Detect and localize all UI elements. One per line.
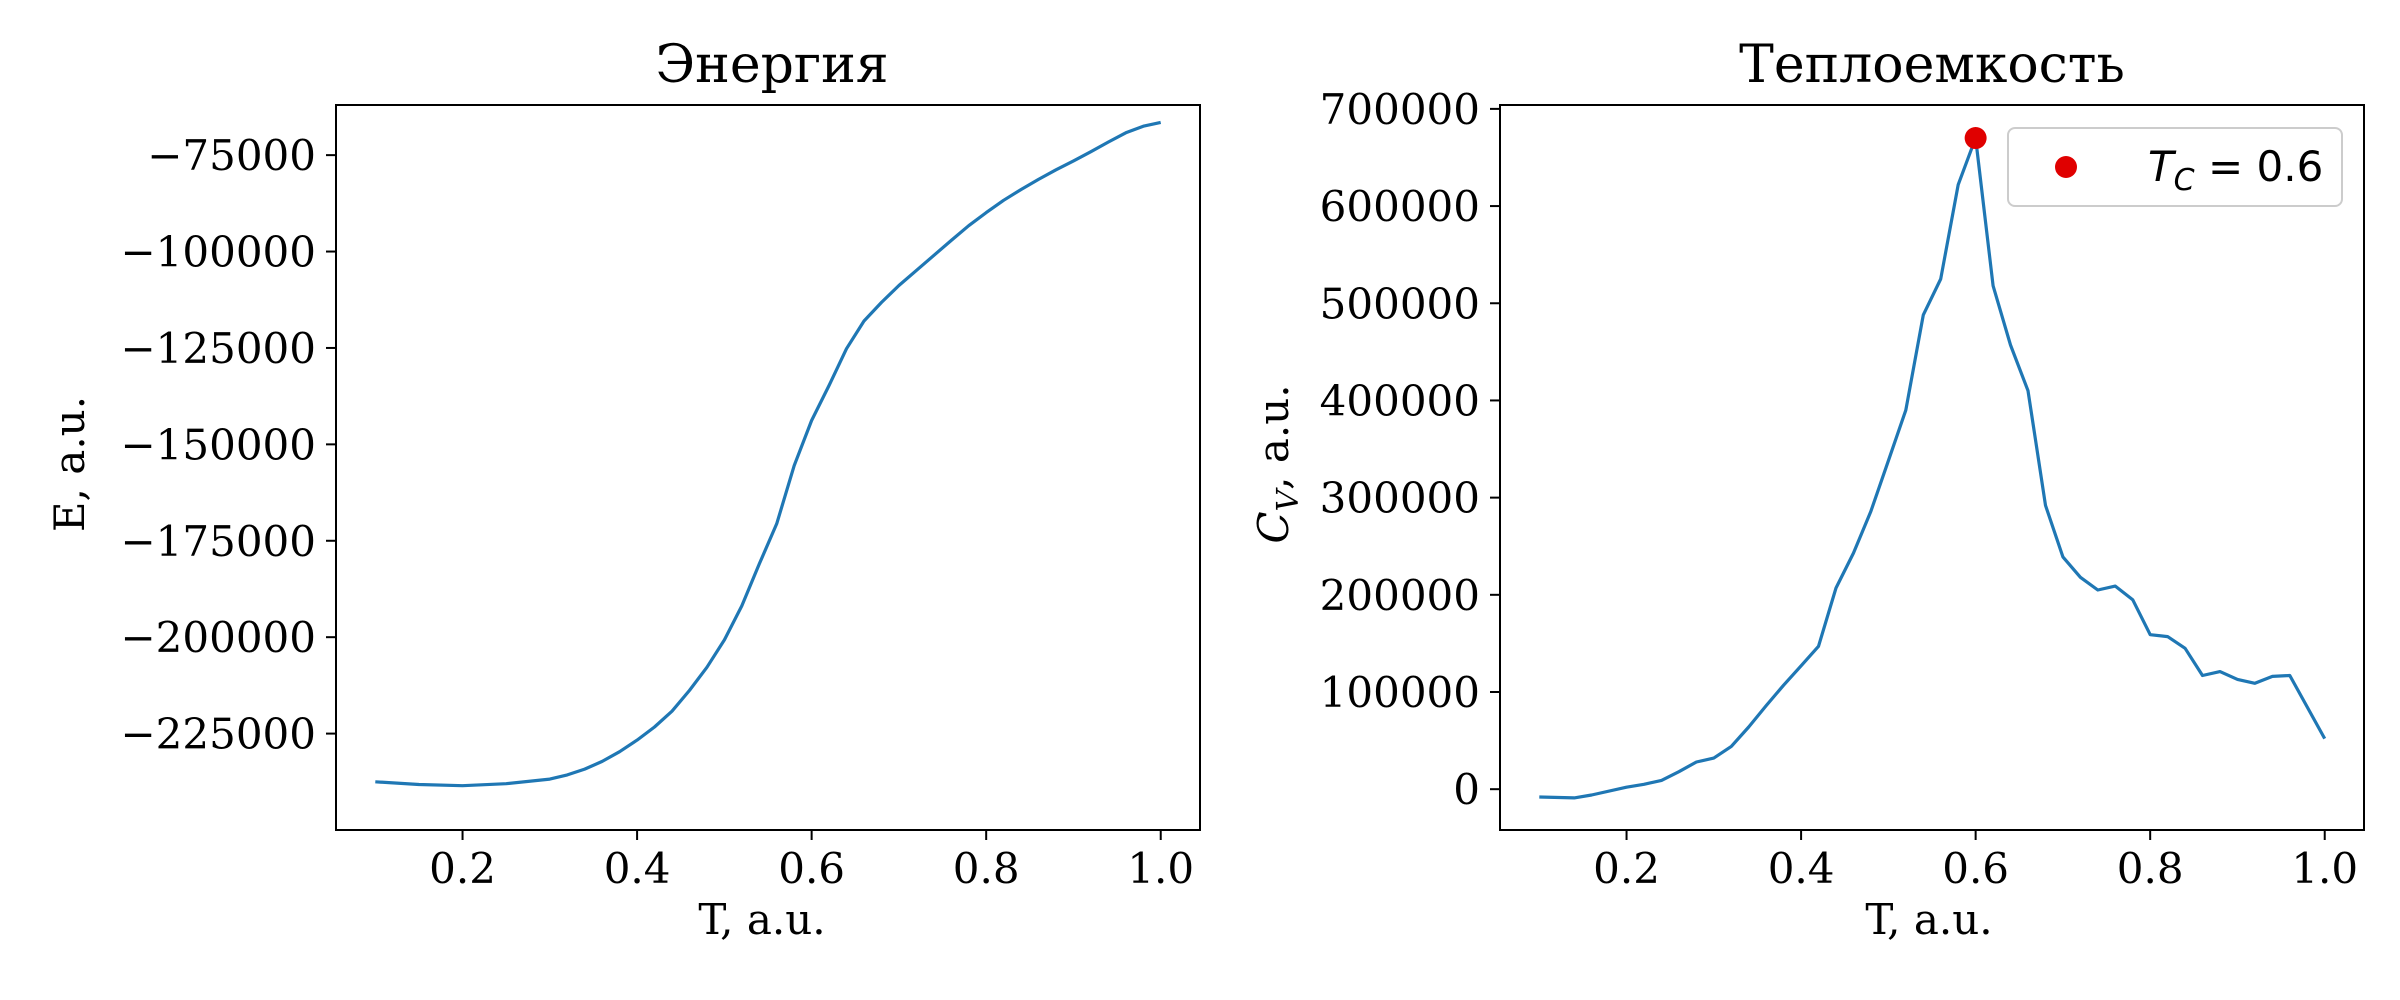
x-tick-label: 0.6	[1942, 844, 2009, 893]
y-tick-label: 700000	[1320, 85, 1480, 134]
chart-title: Теплоемкость	[1739, 35, 2125, 95]
y-tick-label: −100000	[120, 228, 316, 277]
y-tick-label: 400000	[1320, 376, 1480, 425]
y-tick-label: −225000	[120, 710, 316, 759]
y-tick-label: −125000	[120, 324, 316, 373]
y-tick-label: −75000	[147, 131, 316, 180]
x-tick-label: 0.8	[953, 844, 1020, 893]
x-tick-label: 0.4	[1768, 844, 1835, 893]
y-tick-label: −150000	[120, 420, 316, 469]
tick-group: 0.2 0.4 0.6 0.8 1.0 0 100000 200000 300000 400000…	[1320, 85, 2358, 893]
tick-group: 0.2 0.4 0.6 0.8 1.0 −225000 −200000 −175000 −150…	[120, 131, 1194, 893]
heat-capacity-series-line	[1539, 136, 2327, 800]
y-axis-label: E, a.u.	[45, 396, 94, 532]
y-tick-label: 0	[1453, 765, 1480, 814]
x-tick-label: 1.0	[2291, 844, 2358, 893]
legend-marker	[2055, 156, 2077, 178]
legend-symbol: T	[2148, 142, 2177, 191]
plot-frame	[1499, 104, 2365, 831]
x-tick-label: 0.4	[604, 844, 671, 893]
y-axis-label: CV, a.u.	[1249, 384, 1306, 543]
heat-capacity-chart: Теплоемкость 0.2 0.4 0.6 0.8 1.0 0 100000 20000…	[1249, 35, 2365, 944]
legend: TC = 0.6	[2007, 127, 2343, 207]
x-tick-label: 0.2	[1593, 844, 1660, 893]
y-tick-label: 300000	[1320, 474, 1480, 523]
x-tick-label: 1.0	[1127, 844, 1194, 893]
legend-label: TC = 0.6	[2148, 142, 2323, 198]
y-label-unit: , a.u.	[1249, 384, 1298, 490]
energy-chart: Энергия 0.2 0.4 0.6 0.8 1.0 −225000 −200000 −17…	[45, 35, 1201, 944]
y-label-symbol: C	[1249, 512, 1298, 544]
x-tick-label: 0.2	[429, 844, 496, 893]
plot-frame	[335, 104, 1201, 831]
legend-box	[2007, 127, 2343, 207]
y-tick-label: −175000	[120, 517, 316, 566]
y-tick-label: −200000	[120, 613, 316, 662]
y-tick-label: 200000	[1320, 571, 1480, 620]
y-tick-label: 100000	[1320, 668, 1480, 717]
x-axis-label: T, a.u.	[698, 895, 825, 944]
x-tick-label: 0.6	[778, 844, 845, 893]
y-tick-label: 500000	[1320, 279, 1480, 328]
y-tick-label: 600000	[1320, 182, 1480, 231]
legend-subscript: C	[2174, 163, 2195, 198]
chart-title: Энергия	[655, 35, 888, 95]
x-tick-label: 0.8	[2117, 844, 2184, 893]
x-axis-label: T, a.u.	[1865, 895, 1992, 944]
y-label-subscript: V	[1271, 487, 1306, 512]
energy-series-line	[375, 120, 1162, 788]
legend-value: = 0.6	[2195, 142, 2324, 191]
critical-temperature-marker	[1964, 127, 1987, 150]
